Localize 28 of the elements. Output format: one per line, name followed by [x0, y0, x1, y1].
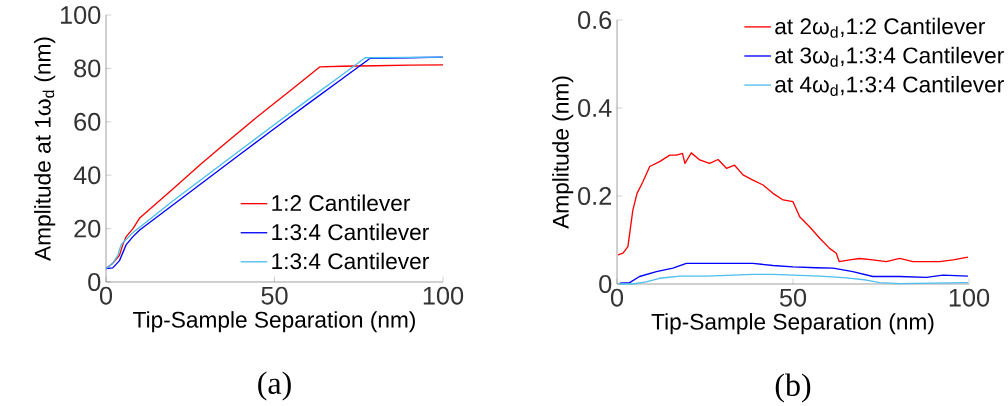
x-tick-label: 100: [949, 288, 990, 307]
y-tick-label: 0: [88, 273, 101, 291]
legend-label: 1:2 Cantilever: [272, 194, 410, 212]
y-tick-label: 40: [73, 166, 101, 185]
y-tick-label: 0.2: [578, 187, 612, 205]
x-axis-title: Tip-Sample Separation (nm): [651, 313, 934, 335]
x-tick-label: 50: [779, 288, 807, 307]
x-tick-label: 100: [423, 286, 464, 305]
text: (b): [775, 373, 811, 403]
legend-label: 1:3:4 Cantilever: [272, 223, 429, 241]
y-tick-label: 20: [74, 219, 101, 238]
y-tick-label: 60: [74, 112, 101, 131]
y-tick-label: 0: [599, 275, 612, 293]
y-tick-label: 100: [60, 6, 101, 24]
legend-label: 1:3:4 Cantilever: [272, 252, 429, 270]
y-tick-label: 80: [74, 59, 101, 78]
y-tick-label: 0.4: [578, 99, 612, 117]
legend-label: at 3ω$_{d}$,1:3:4 Cantilever: [775, 46, 1004, 67]
y-tick-label: 0.6: [578, 11, 612, 29]
legend-label: at 4ω$_{d}$,1:3:4 Cantilever: [775, 75, 1004, 96]
text: (a): [258, 371, 291, 401]
x-tick-label: 0: [610, 288, 624, 307]
y-axis-title: Amplitude at 1ω$_{d}$ (nm): [34, 37, 56, 261]
x-tick-label: 0: [99, 286, 113, 305]
x-axis-title: Tip-Sample Separation (nm): [133, 311, 415, 333]
x-tick-label: 50: [261, 286, 288, 305]
legend-label: at 2ω$_{d}$,1:2 Cantilever: [775, 17, 985, 38]
y-axis-title: Amplitude (nm): [552, 76, 574, 229]
